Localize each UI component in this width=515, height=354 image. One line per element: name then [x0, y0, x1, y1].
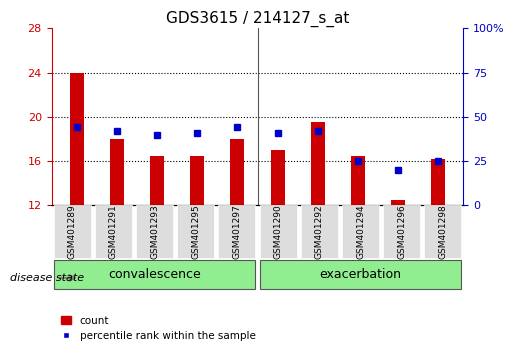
Bar: [70, 73, 84, 205]
FancyBboxPatch shape: [383, 205, 420, 258]
Text: convalescence: convalescence: [108, 268, 201, 281]
Text: disease state: disease state: [10, 273, 84, 283]
FancyBboxPatch shape: [218, 205, 255, 258]
Text: GSM401290: GSM401290: [273, 205, 283, 259]
Text: GSM401298: GSM401298: [438, 205, 448, 259]
Bar: [230, 139, 245, 205]
Text: GSM401293: GSM401293: [150, 205, 159, 259]
Bar: [270, 150, 285, 205]
Bar: [110, 139, 124, 205]
Text: exacerbation: exacerbation: [319, 268, 402, 281]
FancyBboxPatch shape: [260, 205, 297, 258]
Text: GSM401292: GSM401292: [315, 205, 324, 259]
Text: GSM401289: GSM401289: [67, 205, 77, 259]
FancyBboxPatch shape: [260, 260, 461, 289]
FancyBboxPatch shape: [136, 205, 173, 258]
Text: GSM401294: GSM401294: [356, 205, 365, 259]
Bar: [311, 122, 324, 205]
Bar: [431, 159, 445, 205]
Bar: [391, 200, 405, 205]
FancyBboxPatch shape: [301, 205, 338, 258]
Text: GSM401295: GSM401295: [191, 205, 200, 259]
Bar: [191, 155, 204, 205]
Legend: count, percentile rank within the sample: count, percentile rank within the sample: [57, 312, 260, 345]
FancyBboxPatch shape: [54, 205, 91, 258]
FancyBboxPatch shape: [177, 205, 214, 258]
Bar: [351, 155, 365, 205]
Text: GSM401291: GSM401291: [109, 205, 118, 259]
FancyBboxPatch shape: [342, 205, 379, 258]
Bar: [150, 155, 164, 205]
FancyBboxPatch shape: [424, 205, 461, 258]
FancyBboxPatch shape: [95, 205, 132, 258]
Title: GDS3615 / 214127_s_at: GDS3615 / 214127_s_at: [166, 11, 349, 27]
Text: GSM401296: GSM401296: [397, 205, 406, 259]
FancyBboxPatch shape: [54, 260, 255, 289]
Text: GSM401297: GSM401297: [232, 205, 242, 259]
